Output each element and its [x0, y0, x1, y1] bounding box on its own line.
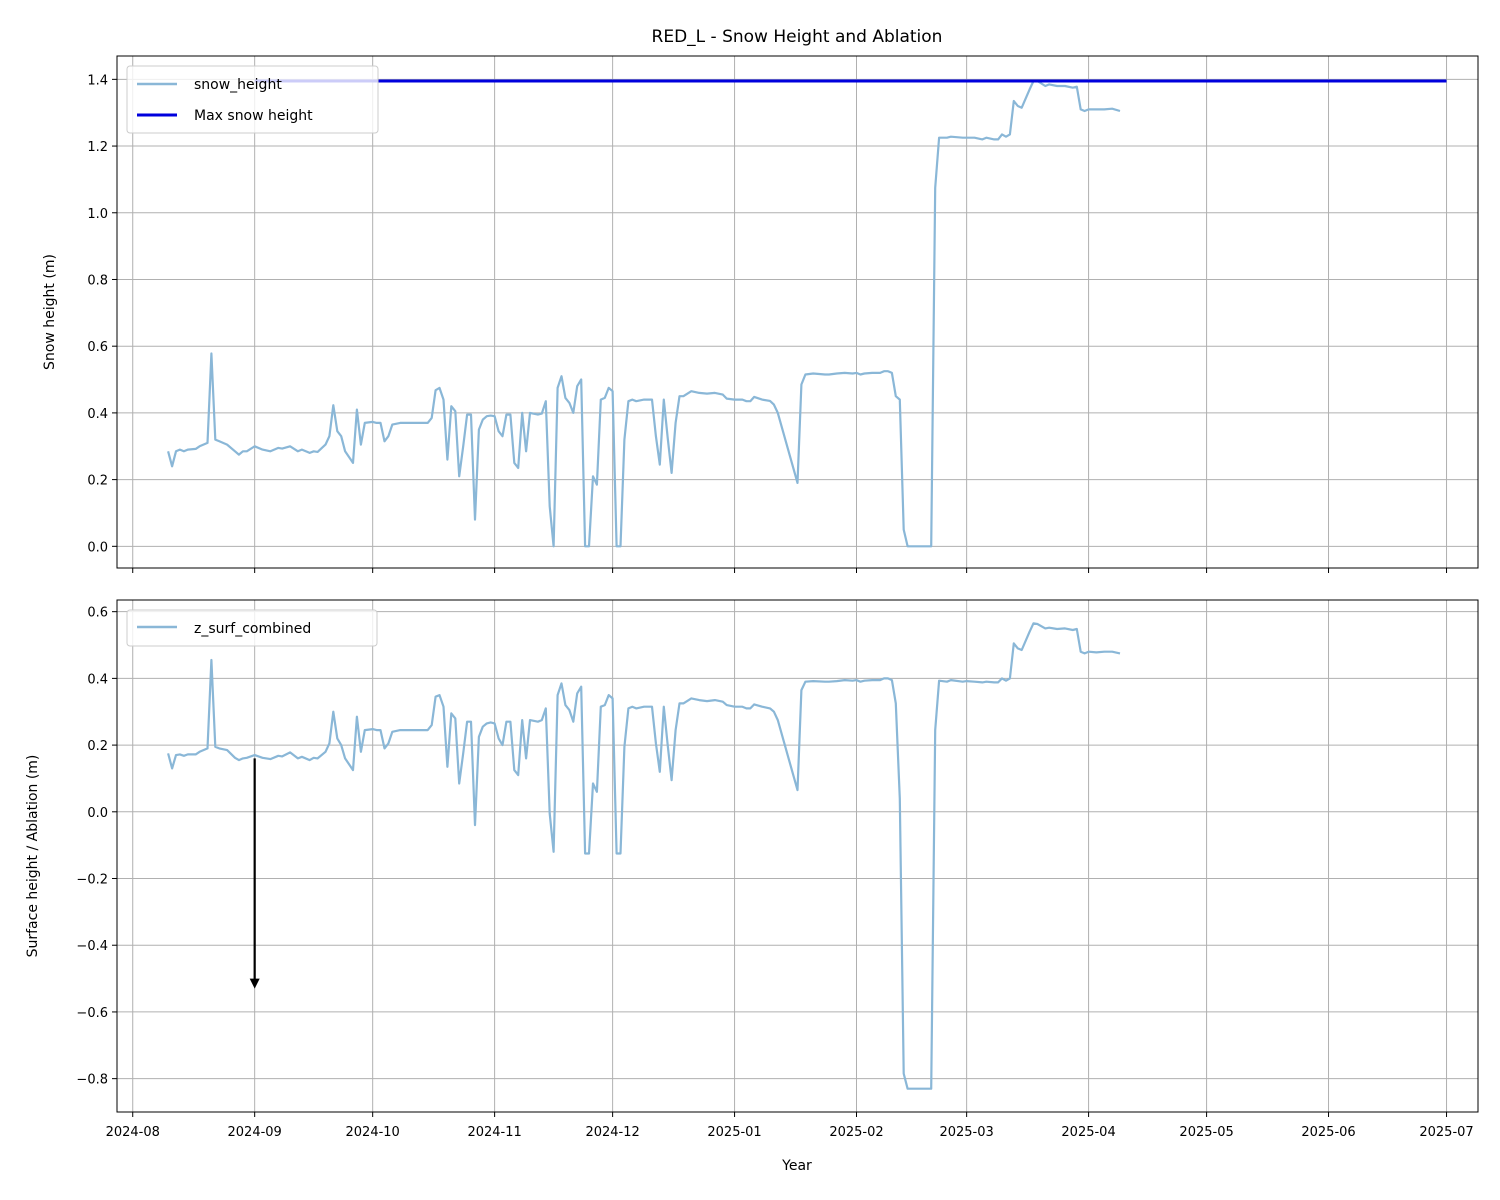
bottom-legend-box	[126, 609, 378, 647]
series-line-z-surf-combined	[167, 622, 1121, 1090]
y-tick-label: 1.0	[87, 207, 108, 222]
y-tick-label: −0.2	[76, 873, 108, 888]
top-plot-frame	[116, 55, 1479, 569]
y-tick-label: 0.4	[87, 407, 108, 422]
x-tick-label: 2025-01	[707, 1125, 761, 1140]
top-y-axis-label: Snow height (m)	[42, 254, 58, 370]
x-tick-label: 2025-03	[939, 1125, 993, 1140]
legend-label-max-snow-height: Max snow height	[194, 108, 313, 124]
series-line-snow-height	[167, 79, 1121, 548]
bottom-plot-frame	[116, 599, 1479, 1113]
bottom-series	[167, 622, 1121, 1090]
y-tick-label: 0.0	[87, 540, 108, 555]
top-series	[167, 79, 1447, 548]
x-tick-label: 2024-11	[467, 1125, 521, 1140]
x-tick-label: 2024-12	[585, 1125, 639, 1140]
top-chart-title: RED_L - Snow Height and Ablation	[652, 27, 943, 47]
top-ticks: 0.0 0.2 0.4 0.6 0.8 1.0 1.2 1.4	[87, 73, 1448, 573]
y-tick-label: 0.2	[87, 474, 108, 489]
y-tick-label: 0.2	[87, 739, 108, 754]
top-legend-box	[126, 65, 379, 134]
top-legend: snow_height Max snow height	[126, 65, 379, 134]
annotation-arrow-head	[249, 978, 260, 989]
y-tick-label: −0.6	[76, 1006, 108, 1021]
y-tick-label: −0.8	[76, 1073, 108, 1088]
y-tick-label: 1.4	[87, 73, 108, 88]
bottom-subplot: 2024-08 2024-09 2024-10 2024-11 2024-12 2025-…	[25, 599, 1479, 1174]
x-tick-label: 2025-07	[1419, 1125, 1473, 1140]
bottom-x-axis-label: Year	[781, 1158, 812, 1174]
x-tick-label: 2025-06	[1301, 1125, 1355, 1140]
bottom-legend: z_surf_combined	[126, 609, 378, 647]
bottom-annotations	[249, 758, 260, 989]
top-subplot: 0.0 0.2 0.4 0.6 0.8 1.0 1.2 1.4 RED_L - Snow He…	[42, 27, 1479, 573]
y-tick-label: 0.0	[87, 806, 108, 821]
y-tick-label: 0.6	[87, 606, 108, 621]
x-tick-label: 2025-02	[829, 1125, 883, 1140]
bottom-y-axis-label: Surface height / Ablation (m)	[25, 755, 41, 958]
y-tick-label: 0.8	[87, 273, 108, 288]
x-tick-label: 2024-09	[228, 1125, 282, 1140]
y-tick-label: −0.4	[76, 939, 108, 954]
x-tick-label: 2025-05	[1179, 1125, 1233, 1140]
bottom-ticks: 2024-08 2024-09 2024-10 2024-11 2024-12 2025-…	[76, 606, 1473, 1140]
legend-label-snow-height: snow_height	[194, 77, 282, 93]
y-tick-label: 0.4	[87, 672, 108, 687]
legend-label-z-surf-combined: z_surf_combined	[194, 621, 311, 637]
x-tick-label: 2024-10	[346, 1125, 400, 1140]
x-tick-label: 2024-08	[106, 1125, 160, 1140]
x-tick-label: 2025-04	[1061, 1125, 1115, 1140]
y-tick-label: 0.6	[87, 340, 108, 355]
y-tick-label: 1.2	[87, 140, 108, 155]
